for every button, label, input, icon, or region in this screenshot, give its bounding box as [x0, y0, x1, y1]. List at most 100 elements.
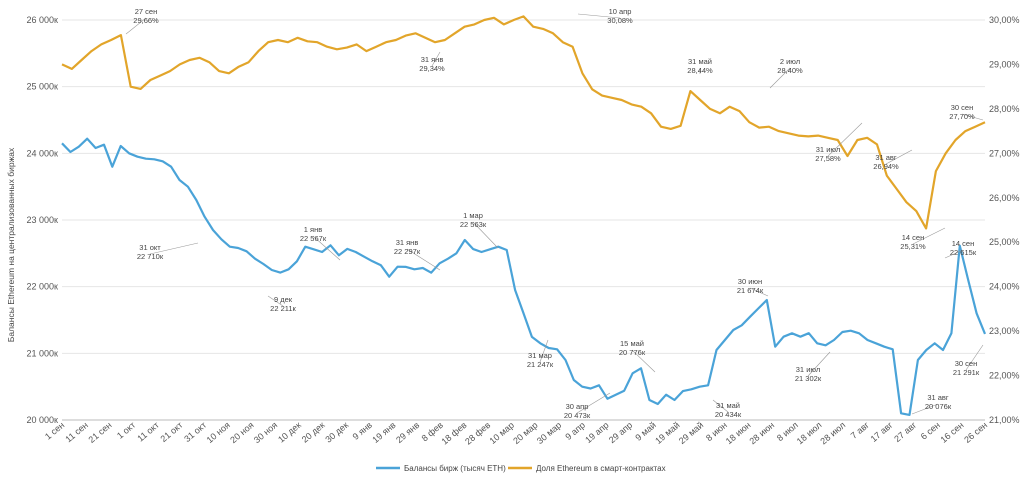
data-label-date: 1 янв	[304, 225, 322, 234]
data-label-date: 27 сен	[135, 7, 158, 16]
x-tick-label: 18 июл	[795, 420, 824, 447]
data-label-date: 10 апр	[609, 7, 632, 16]
y-tick-label: 23 000к	[27, 215, 59, 225]
x-tick-label: 10 ноя	[205, 420, 232, 445]
y2-tick-label: 24,00%	[989, 282, 1020, 292]
x-tick-label: 29 май	[677, 420, 705, 446]
data-label-value: 20 473к	[564, 411, 591, 420]
y2-tick-label: 25,00%	[989, 237, 1020, 247]
x-tick-label: 16 сен	[939, 420, 966, 445]
data-label-date: 30 апр	[566, 402, 589, 411]
y-tick-label: 24 000к	[27, 148, 59, 158]
data-label-date: 14 сен	[902, 233, 925, 242]
data-label-date: 31 авг	[875, 153, 897, 162]
gridlines	[62, 19, 985, 421]
x-tick-label: 10 мар	[488, 420, 516, 446]
x-tick-label: 30 ноя	[252, 420, 279, 445]
data-label-date: 14 сен	[952, 239, 975, 248]
legend-label: Доля Ethereum в смарт-контрактах	[536, 464, 666, 473]
leader-line	[961, 113, 984, 121]
data-label-value: 26,94%	[873, 162, 899, 171]
y2-tick-label: 26,00%	[989, 193, 1020, 203]
x-tick-label: 18 июн	[724, 420, 753, 446]
data-label-date: 31 июл	[796, 365, 820, 374]
y-tick-label: 21 000к	[27, 348, 59, 358]
leader-line	[885, 149, 913, 165]
x-tick-label: 20 ноя	[228, 420, 255, 445]
leader-line	[769, 67, 791, 89]
data-label-date: 30 июн	[738, 277, 762, 286]
data-label-date: 31 мар	[528, 351, 552, 360]
legend-item: Балансы бирж (тысяч ETH)	[376, 464, 506, 473]
y-tick-label: 20 000к	[27, 415, 59, 425]
y2-tick-label: 27,00%	[989, 148, 1020, 158]
leader-line	[944, 249, 964, 259]
leader-line	[577, 13, 621, 19]
data-label-value: 20 076к	[925, 402, 952, 411]
data-label-value: 20 776к	[619, 348, 646, 357]
y-axis-right: 21,00% 22,00% 23,00% 24,00% 25,00% 26,00% 27,0…	[989, 15, 1020, 425]
data-label-value: 22 710к	[137, 252, 164, 261]
y2-tick-label: 30,00%	[989, 15, 1020, 25]
data-label-date: 9 дек	[274, 295, 293, 304]
data-label-date: 30 сен	[951, 103, 974, 112]
x-tick-label: 19 янв	[370, 420, 397, 445]
y2-tick-label: 29,00%	[989, 59, 1020, 69]
leader-line	[267, 295, 284, 307]
leader-line	[431, 51, 441, 67]
x-tick-label: 29 янв	[394, 420, 421, 445]
x-tick-label: 10 дек	[276, 420, 303, 445]
x-tick-label: 11 окт	[135, 420, 161, 444]
series-line-smart-contract-share	[61, 15, 986, 230]
x-tick-label: 7 авг	[849, 419, 872, 440]
leader-line	[712, 399, 729, 413]
x-tick-label: 29 апр	[607, 420, 634, 445]
series-line-exchange-balance	[61, 137, 987, 416]
x-tick-label: 30 дек	[323, 420, 350, 445]
data-label-value: 21 291к	[953, 368, 980, 377]
y-tick-label: 25 000к	[27, 82, 59, 92]
leader-line	[911, 403, 939, 415]
leader-line	[125, 17, 147, 35]
data-label-value: 21 302к	[795, 374, 822, 383]
leader-line	[912, 227, 946, 245]
x-tick-label: 19 май	[653, 420, 681, 446]
leader-line	[749, 287, 769, 297]
data-label-date: 30 сен	[955, 359, 978, 368]
data-label-date: 2 июл	[780, 57, 800, 66]
leader-line	[149, 242, 199, 255]
leader-line	[631, 349, 656, 373]
data-label-value: 30,08%	[607, 16, 633, 25]
data-label-date: 31 янв	[396, 238, 419, 247]
x-tick-label: 17 авг	[869, 419, 896, 444]
y2-tick-label: 22,00%	[989, 371, 1020, 381]
legend-item: Доля Ethereum в смарт-контрактах	[508, 464, 666, 473]
legend: Балансы бирж (тысяч ETH) Доля Ethereum в …	[376, 464, 666, 473]
data-label-value: 28,44%	[687, 66, 713, 75]
x-tick-label: 1 окт	[115, 420, 137, 441]
data-label-value: 21 674к	[737, 286, 764, 295]
x-tick-label: 19 апр	[583, 420, 610, 445]
y2-tick-label: 28,00%	[989, 104, 1020, 114]
data-label-date: 31 авг	[927, 393, 949, 402]
data-label-value: 25,31%	[900, 242, 926, 251]
y-tick-label: 22 000к	[27, 282, 59, 292]
data-label-value: 22 567к	[300, 234, 327, 243]
data-label-date: 1 мар	[463, 211, 483, 220]
data-label-value: 28,40%	[777, 66, 803, 75]
